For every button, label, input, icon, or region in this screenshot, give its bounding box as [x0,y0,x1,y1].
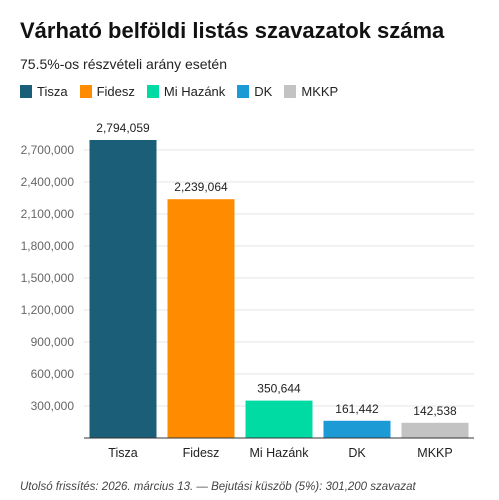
legend-swatch-mkkp [284,85,297,98]
y-axis-ticks: 300,000 600,000 900,000 1,200,000 1,500,000 1… [21,143,75,413]
bars [89,140,469,438]
legend-item-tisza: Tisza [20,84,68,99]
legend-swatch-fidesz [79,85,92,98]
x-axis-labels: Tisza Fidesz Mi Hazánk DK MKKP [108,446,452,460]
legend-item-mkkp: MKKP [284,84,338,99]
legend-item-dk: DK [237,84,272,99]
y-tick-label: 900,000 [31,335,75,349]
legend-swatch-mi-hazank [146,85,159,98]
x-tick-label-tisza: Tisza [108,446,137,460]
bar-mkkp [401,422,469,438]
value-label-dk: 161,442 [335,402,379,416]
x-tick-label-mkkp: MKKP [417,446,452,460]
legend-swatch-tisza [20,85,32,98]
y-tick-label: 1,500,000 [21,271,75,285]
y-tick-label: 300,000 [31,399,75,413]
x-tick-label-fidesz: Fidesz [183,446,220,460]
value-labels: 2,794,059 2,239,064 350,644 161,442 142,538 [96,121,457,418]
y-tick-label: 2,100,000 [21,207,75,221]
legend: Tisza Fidesz Mi Hazánk DK MKKP [20,84,350,99]
footer-note: Utolsó frissítés: 2026. március 13. — Be… [20,481,416,493]
y-tick-label: 2,700,000 [21,143,75,157]
bar-fidesz [167,199,235,438]
bar-mi-hazank [245,400,313,438]
legend-label-fidesz: Fidesz [96,84,135,99]
legend-label-mkkp: MKKP [301,84,339,99]
bar-dk [323,420,391,438]
legend-swatch-dk [237,85,250,98]
x-tick-label-mi-hazank: Mi Hazánk [249,446,309,460]
legend-label-mi-hazank: Mi Hazánk [163,84,226,99]
chart-title: Várható belföldi listás szavazatok száma [20,18,445,43]
x-tick-label-dk: DK [348,446,366,460]
legend-item-mi-hazank: Mi Hazánk [146,84,226,99]
legend-label-dk: DK [254,84,273,99]
legend-label-tisza: Tisza [37,84,68,99]
value-label-mi-hazank: 350,644 [257,382,301,396]
y-tick-label: 2,400,000 [21,175,75,189]
y-tick-label: 600,000 [31,367,75,381]
value-label-mkkp: 142,538 [413,404,457,418]
value-label-tisza: 2,794,059 [96,121,150,135]
legend-item-fidesz: Fidesz [79,84,135,99]
value-label-fidesz: 2,239,064 [174,180,228,194]
chart-subtitle: 75.5%-os részvételi arány esetén [20,56,227,72]
bar-tisza [89,140,157,438]
y-tick-label: 1,800,000 [21,239,75,253]
y-tick-label: 1,200,000 [21,303,75,317]
